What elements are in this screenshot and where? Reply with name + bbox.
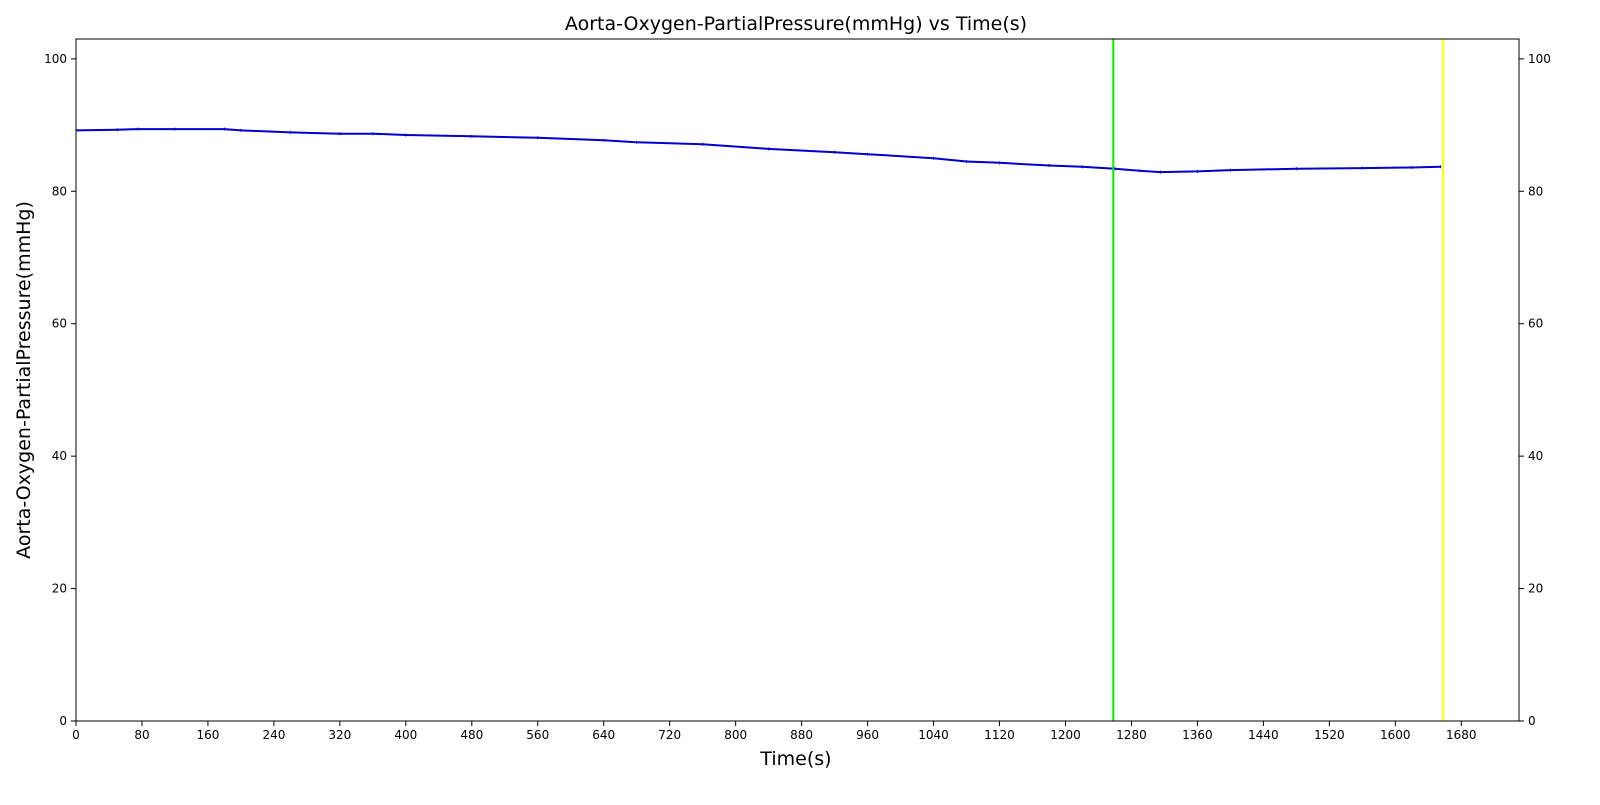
- x-tick-label: 1360: [1182, 728, 1213, 742]
- x-tick-label: 400: [394, 728, 417, 742]
- x-tick-label: 960: [856, 728, 879, 742]
- y-tick-label-right: 40: [1528, 449, 1543, 463]
- x-axis-label: Time(s): [759, 748, 831, 770]
- y-tick-label-right: 100: [1528, 52, 1551, 66]
- x-tick-label: 560: [526, 728, 549, 742]
- x-tick-label: 1200: [1050, 728, 1081, 742]
- x-tick-label: 1520: [1314, 728, 1345, 742]
- y-tick-label-right: 80: [1528, 184, 1543, 198]
- x-tick-label: 880: [790, 728, 813, 742]
- series-line: [75, 128, 1441, 174]
- x-tick-label: 1040: [918, 728, 949, 742]
- x-tick-label: 640: [592, 728, 615, 742]
- y-tick-label-right: 0: [1528, 714, 1536, 728]
- y-tick-label-left: 0: [59, 714, 67, 728]
- x-tick-label: 160: [196, 728, 219, 742]
- y-tick-label-left: 40: [52, 449, 67, 463]
- x-tick-label: 1680: [1446, 728, 1477, 742]
- x-tick-label: 720: [658, 728, 681, 742]
- y-tick-label-left: 20: [52, 582, 67, 596]
- x-tick-label: 1120: [984, 728, 1015, 742]
- x-tick-label: 480: [460, 728, 483, 742]
- x-tick-label: 240: [262, 728, 285, 742]
- x-tick-label: 1440: [1248, 728, 1279, 742]
- y-tick-label-left: 100: [44, 52, 67, 66]
- x-tick-label: 320: [328, 728, 351, 742]
- x-tick-label: 1600: [1380, 728, 1411, 742]
- y-tick-label-left: 80: [52, 184, 67, 198]
- y-tick-label-right: 20: [1528, 582, 1543, 596]
- x-tick-label: 0: [72, 728, 80, 742]
- x-tick-label: 80: [134, 728, 149, 742]
- y-axis-label: Aorta-Oxygen-PartialPressure(mmHg): [13, 201, 35, 559]
- x-tick-label: 1280: [1116, 728, 1147, 742]
- x-tick-label: 800: [724, 728, 747, 742]
- y-tick-label-left: 60: [52, 317, 67, 331]
- chart-title: Aorta-Oxygen-PartialPressure(mmHg) vs Ti…: [565, 13, 1027, 35]
- y-tick-label-right: 60: [1528, 317, 1543, 331]
- plot-area-frame: [75, 38, 1520, 722]
